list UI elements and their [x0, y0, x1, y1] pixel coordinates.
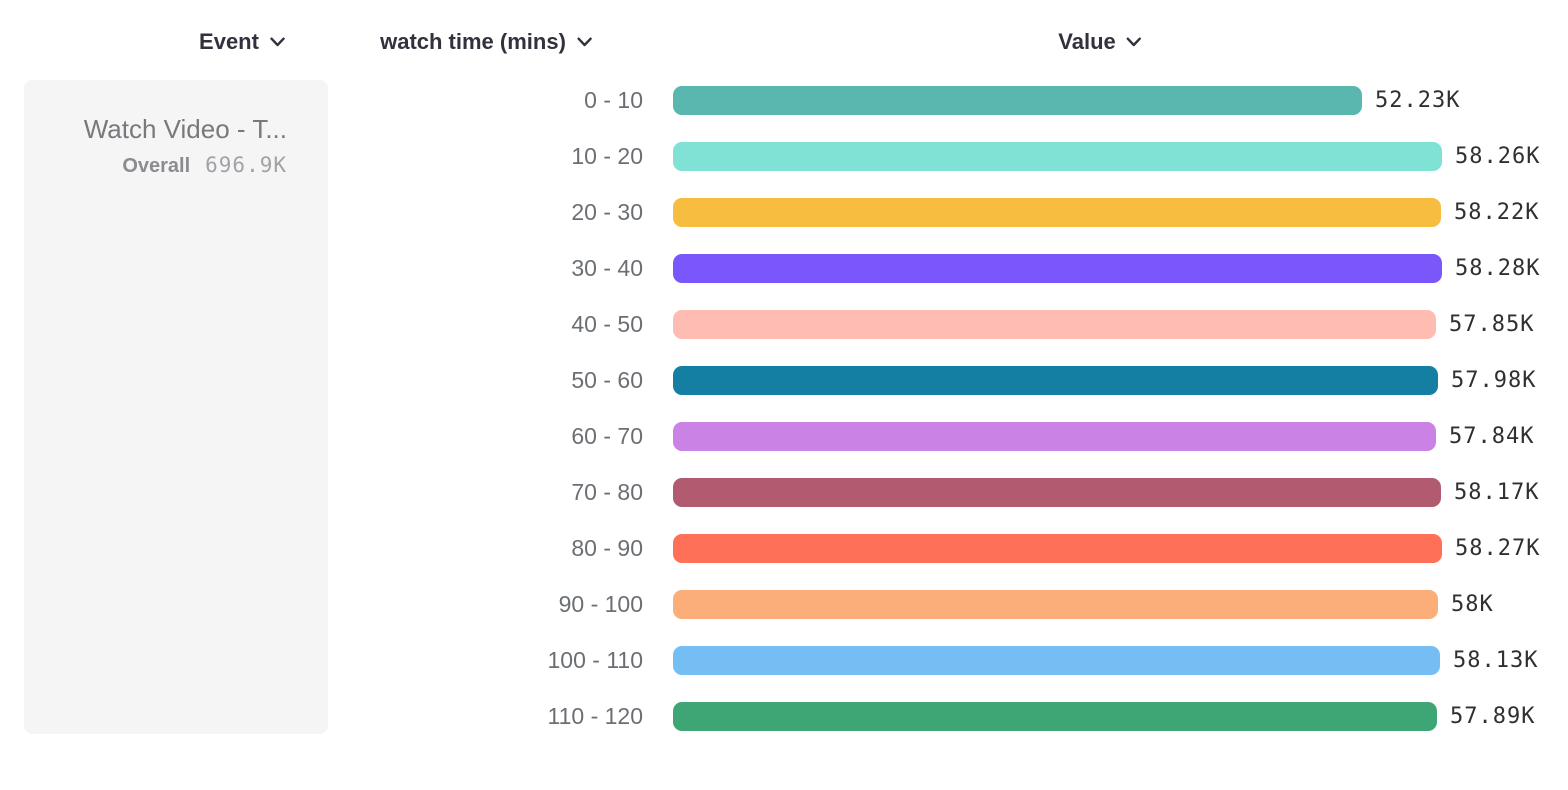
overall-value: 696.9K	[205, 153, 287, 177]
watch-time-dropdown-label: watch time (mins)	[380, 29, 566, 54]
chevron-down-icon	[1127, 37, 1142, 47]
bar-segment[interactable]	[673, 701, 1437, 731]
chart-row: 90 - 100 58K	[0, 576, 1568, 632]
chart-row: 60 - 70 57.84K	[0, 408, 1568, 464]
overall-row: Overall 696.9K	[44, 151, 287, 180]
bar-segment[interactable]	[673, 533, 1442, 563]
value-label: 58.17K	[1454, 479, 1540, 505]
value-label: 57.84K	[1449, 423, 1535, 449]
event-dropdown-label: Event	[199, 29, 259, 54]
value-label: 58.22K	[1454, 199, 1540, 225]
category-label: 90 - 100	[558, 590, 643, 617]
category-label: 0 - 10	[584, 86, 643, 113]
chart-row: 30 - 40 58.28K	[0, 240, 1568, 296]
chevron-down-icon	[270, 37, 285, 47]
chart-row: 20 - 30 58.22K	[0, 184, 1568, 240]
category-label: 40 - 50	[571, 310, 643, 337]
value-label: 57.89K	[1450, 703, 1536, 729]
category-label: 80 - 90	[571, 534, 643, 561]
event-title: Watch Video - T...	[83, 114, 287, 144]
value-dropdown[interactable]: Value	[1058, 28, 1142, 56]
bar-segment[interactable]	[673, 141, 1442, 171]
chart-row: 50 - 60 57.98K	[0, 352, 1568, 408]
watch-time-dropdown[interactable]: watch time (mins)	[380, 28, 592, 56]
category-label: 70 - 80	[571, 478, 643, 505]
category-label: 100 - 110	[547, 646, 643, 673]
bar-segment[interactable]	[673, 421, 1436, 451]
chevron-down-icon	[577, 37, 592, 47]
category-label: 50 - 60	[571, 366, 643, 393]
chart-row: 0 - 10 52.23K	[0, 72, 1568, 128]
bar-segment[interactable]	[673, 645, 1440, 675]
event-legend-card[interactable]: Watch Video - T... Overall 696.9K	[24, 80, 328, 734]
value-dropdown-label: Value	[1058, 29, 1116, 54]
bar-chart-rows: 0 - 10 52.23K 10 - 20 58.26K 20 - 30 58.22K 30…	[0, 72, 1568, 744]
category-label: 20 - 30	[571, 198, 643, 225]
value-label: 52.23K	[1375, 87, 1461, 113]
bar-segment[interactable]	[673, 589, 1438, 619]
chart-row: 40 - 50 57.85K	[0, 296, 1568, 352]
category-label: 60 - 70	[571, 422, 643, 449]
category-label: 10 - 20	[571, 142, 643, 169]
chart-row: 110 - 120 57.89K	[0, 688, 1568, 744]
value-label: 58.26K	[1455, 143, 1541, 169]
bar-segment[interactable]	[673, 253, 1442, 283]
value-label: 57.85K	[1449, 311, 1535, 337]
chart-row: 80 - 90 58.27K	[0, 520, 1568, 576]
chart-row: 10 - 20 58.26K	[0, 128, 1568, 184]
chart-row: 100 - 110 58.13K	[0, 632, 1568, 688]
event-dropdown[interactable]: Event	[199, 28, 285, 56]
chart-row: 70 - 80 58.17K	[0, 464, 1568, 520]
overall-label: Overall	[122, 155, 191, 177]
category-label: 30 - 40	[571, 254, 643, 281]
category-label: 110 - 120	[547, 702, 643, 729]
bar-segment[interactable]	[673, 365, 1438, 395]
value-label: 58.13K	[1453, 647, 1539, 673]
value-label: 57.98K	[1451, 367, 1537, 393]
bar-segment[interactable]	[673, 477, 1441, 507]
bar-segment[interactable]	[673, 85, 1362, 115]
value-label: 58.27K	[1455, 535, 1541, 561]
value-label: 58K	[1451, 591, 1494, 617]
value-label: 58.28K	[1455, 255, 1541, 281]
bar-segment[interactable]	[673, 309, 1436, 339]
bar-segment[interactable]	[673, 197, 1441, 227]
